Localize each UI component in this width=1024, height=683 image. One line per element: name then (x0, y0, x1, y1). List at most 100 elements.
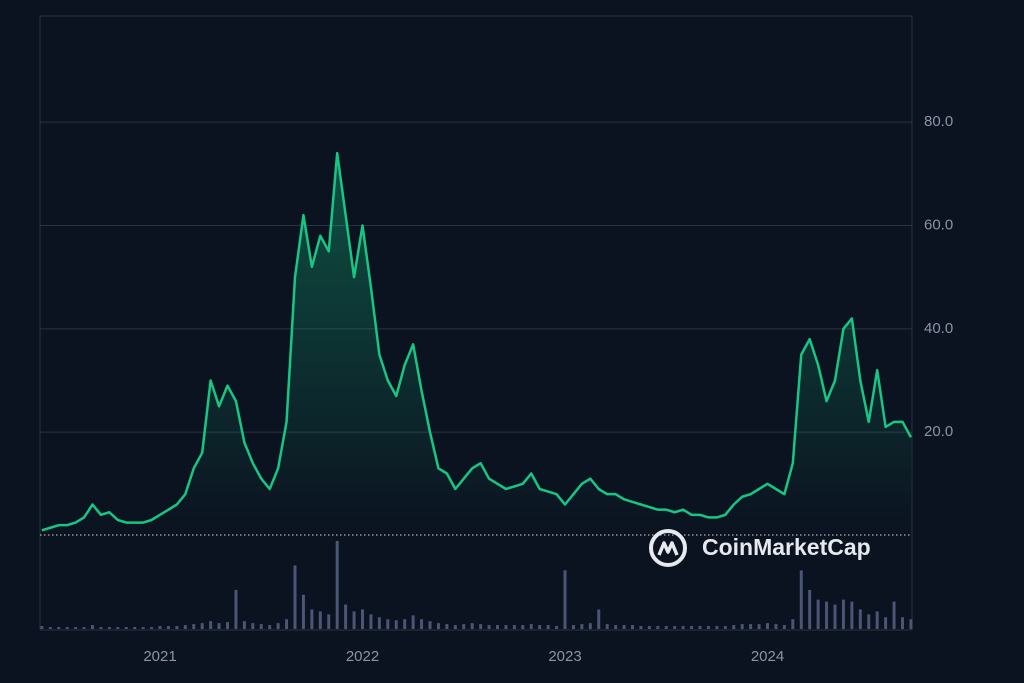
volume-bar (352, 611, 356, 629)
volume-bar (732, 625, 736, 629)
volume-bar (141, 627, 145, 629)
volume-bar (301, 594, 305, 629)
volume-bar (538, 625, 542, 629)
y-tick-label: 60.0 (924, 216, 953, 233)
volume-bar (749, 624, 753, 629)
volume-bar (361, 609, 364, 629)
volume-bar (310, 609, 314, 629)
volume-bar (521, 625, 525, 629)
volume-bar (690, 626, 694, 629)
volume-bar (791, 619, 795, 629)
volume-bar (673, 626, 677, 629)
volume-bar (285, 619, 289, 629)
volume-bar (200, 623, 204, 629)
volume-bar (428, 621, 432, 629)
logo (649, 529, 687, 567)
volume-bar (892, 601, 896, 629)
volume-bar (816, 599, 820, 629)
area (41, 153, 911, 536)
volume-bar (841, 599, 845, 629)
volume-bar (740, 624, 744, 629)
volume-bar (403, 619, 407, 629)
volume-bar (723, 626, 727, 629)
volume-bar (588, 623, 592, 629)
volume-bar (614, 625, 618, 629)
logo-ring (649, 529, 687, 567)
volume-bar (656, 626, 660, 629)
volume-bar (268, 625, 272, 629)
volume-bar (99, 627, 103, 629)
volume-bar (799, 570, 803, 629)
volume-bar (647, 626, 651, 629)
volume-bar (394, 620, 398, 629)
volume-bar (318, 611, 322, 629)
volume-bar (344, 604, 348, 629)
volume-bar (234, 589, 238, 629)
volume-bar (622, 625, 626, 629)
volume-bar (479, 624, 483, 629)
volume-bar (411, 615, 415, 629)
volume-bar (192, 624, 196, 629)
volume-bar (631, 625, 634, 629)
volume-bar (82, 627, 86, 629)
volume-bar (158, 626, 162, 629)
logo-mark (657, 541, 679, 556)
volume-bar (496, 625, 499, 629)
volume-bar (512, 625, 516, 629)
volume-bar (40, 626, 44, 629)
volume-bar (639, 626, 643, 629)
volume-bar (825, 601, 829, 629)
volume-bar (529, 624, 533, 629)
volume-bar (909, 619, 913, 629)
y-tick-label: 40.0 (924, 320, 953, 337)
volume-bar (884, 617, 888, 629)
volume-bar (858, 609, 862, 629)
volume-bar (487, 625, 491, 629)
volume-bar (766, 623, 769, 629)
volume-bar (293, 565, 297, 629)
volume-bar (436, 623, 440, 629)
volume-bar (875, 611, 879, 629)
volume-bar (166, 626, 170, 629)
volume-bar (470, 623, 474, 629)
volume-bar (226, 622, 229, 629)
volume-bar (681, 626, 685, 629)
volume-bar (335, 541, 339, 629)
volume-bar (445, 624, 449, 629)
volume-bar (605, 624, 609, 629)
volume-bar (57, 627, 61, 629)
volume-bar (242, 621, 246, 629)
volume-bar (327, 614, 331, 629)
volume-bar (808, 589, 812, 629)
volume-bar (48, 627, 52, 629)
volume-bar (715, 626, 719, 629)
volume-bar (833, 604, 837, 629)
x-tick-label: 2021 (143, 648, 176, 665)
volume-bar (175, 626, 179, 629)
volume-bar (504, 625, 508, 629)
volume-bar (116, 627, 120, 629)
volume-bar (774, 624, 778, 629)
volume-bar (706, 626, 710, 629)
volume-bar (867, 614, 871, 629)
volume-bar (150, 627, 154, 629)
volume-bar (462, 624, 466, 629)
volume-bar (555, 626, 559, 629)
volume-bar (850, 601, 854, 629)
plot: 20.0 40.0 60.0 80.0 2021 2022 2023 2024 (40, 113, 953, 665)
volume-bar (420, 619, 424, 629)
volume-bar (217, 623, 221, 629)
volume-bar (377, 617, 381, 629)
volume-bar (276, 623, 280, 629)
volume-bar (782, 625, 786, 629)
volume-bar (107, 627, 111, 629)
volume-bar (546, 625, 550, 629)
volume-bar (580, 624, 584, 629)
volume-bar (124, 627, 128, 629)
y-tick-label: 80.0 (924, 113, 953, 130)
volume-bar (251, 623, 255, 629)
watermark: CoinMarketCap (702, 534, 871, 560)
y-tick-label: 20.0 (924, 423, 953, 440)
